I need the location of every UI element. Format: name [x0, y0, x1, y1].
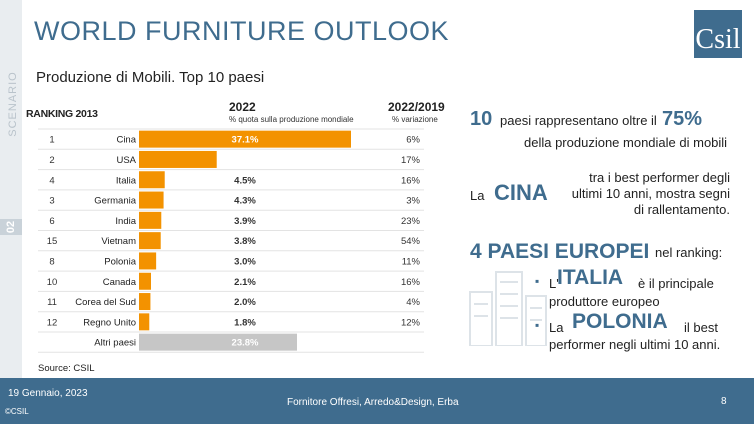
bar	[139, 171, 165, 189]
bar	[139, 293, 151, 311]
source-note: Source: CSIL	[38, 363, 95, 374]
rank-label: 8	[49, 256, 54, 267]
country-label: Corea del Sud	[75, 297, 136, 308]
rank-label: 1	[49, 135, 54, 146]
callout-10-line2: della produzione mondiale di mobili	[524, 135, 728, 150]
callout-europe-text: nel ranking:	[655, 245, 723, 260]
rank-label: 11	[47, 297, 57, 308]
bullet-italia-pre: L'	[549, 276, 559, 291]
rank-label: 2	[49, 155, 54, 166]
variation-label: 11%	[402, 256, 421, 267]
footer-date: 19 Gennaio, 2023	[8, 388, 88, 399]
variation-label: 16%	[401, 277, 421, 288]
bullet-polonia-text: il best	[684, 320, 718, 335]
rank-label: 12	[47, 317, 58, 328]
country-label: Cina	[116, 135, 136, 146]
bar	[139, 333, 297, 351]
bar	[139, 313, 150, 331]
csil-logo: Csil	[694, 10, 742, 58]
footer-event: Fornitore Offresi, Arredo&Design, Erba	[287, 397, 459, 408]
bar	[139, 150, 217, 168]
bar-value-label: 4.5%	[234, 175, 256, 186]
rank-label: 4	[49, 175, 54, 186]
bullet-italia-line2: produttore europeo	[549, 294, 660, 309]
callout-10-number: 10	[470, 108, 493, 130]
bar-value-label: 23.8%	[232, 338, 259, 349]
footer-copyright: ©CSIL	[5, 407, 29, 416]
bar	[139, 211, 162, 229]
country-label: Italia	[116, 175, 137, 186]
bar-value-label: 37.1%	[232, 135, 259, 146]
bullet-polonia-pre: La	[549, 320, 564, 335]
rank-label: 15	[47, 236, 58, 247]
bar-value-label: 2.0%	[234, 297, 256, 308]
footer-bar: 19 Gennaio, 2023 ©CSIL Fornitore Offresi…	[0, 378, 754, 424]
rank-label: 10	[47, 277, 58, 288]
variation-label: 54%	[401, 236, 421, 247]
bar	[139, 130, 351, 148]
bar-value-label: 3.9%	[234, 216, 256, 227]
bullet-italia-dot: ▪	[535, 274, 540, 288]
bar	[139, 252, 157, 270]
bar-value-label: 2.1%	[234, 277, 256, 288]
callout-cina-big: CINA	[494, 180, 548, 205]
header-ranking: RANKING 2013	[26, 108, 98, 120]
country-label: Vietnam	[101, 236, 136, 247]
callout-cina-text: tra i best performer degli ultimi 10 ann…	[571, 170, 730, 217]
rank-label: 3	[49, 196, 54, 207]
bullet-polonia-line2: performer negli ultimi 10 anni.	[549, 337, 721, 352]
country-label: Altri paesi	[94, 338, 136, 349]
variation-label: 16%	[401, 175, 421, 186]
header-year: 2022	[229, 100, 256, 114]
bar	[139, 232, 161, 250]
bar-value-label: 13.6%	[232, 155, 259, 166]
callout-75-pct: 75%	[662, 108, 703, 130]
buildings-illustration-icon	[469, 271, 547, 346]
header-year-sub: % quota sulla produzione mondiale	[229, 115, 354, 124]
header-change-sub: % variazione	[392, 115, 438, 124]
callout-10-text: paesi rappresentano oltre il	[500, 113, 657, 128]
side-band: SCENARIO 02	[0, 0, 22, 378]
bullet-italia-big: ITALIA	[557, 266, 624, 289]
country-label: Germania	[94, 196, 136, 207]
callout-europe-big: 4 PAESI EUROPEI	[470, 240, 650, 263]
variation-label: 17%	[401, 155, 421, 166]
country-label: USA	[116, 155, 136, 166]
variation-label: 12%	[401, 317, 421, 328]
variation-label: 23%	[401, 216, 421, 227]
bar-value-label: 1.8%	[234, 317, 256, 328]
callout-cina-pre: La	[470, 188, 485, 203]
bar	[139, 191, 164, 209]
bullet-polonia-big: POLONIA	[572, 310, 668, 333]
header-change: 2022/2019	[388, 100, 445, 114]
country-label: India	[115, 216, 136, 227]
bar	[139, 272, 151, 290]
country-label: Canada	[103, 277, 137, 288]
country-label: Regno Unito	[83, 317, 136, 328]
chart-subtitle: Produzione di Mobili. Top 10 paesi	[36, 69, 265, 86]
variation-label: 6%	[406, 135, 420, 146]
bar-value-label: 4.3%	[234, 196, 256, 207]
country-label: Polonia	[104, 256, 136, 267]
footer-page-number: 8	[721, 396, 727, 407]
slide-title: WORLD FURNITURE OUTLOOK	[34, 16, 450, 46]
variation-label: 3%	[406, 196, 420, 207]
variation-label: 4%	[406, 297, 420, 308]
bar-value-label: 3.0%	[234, 256, 256, 267]
bullet-polonia-dot: ▪	[535, 318, 540, 332]
bullet-italia-text: è il principale	[638, 276, 714, 291]
rank-label: 6	[49, 216, 54, 227]
bar-value-label: 3.8%	[234, 236, 256, 247]
